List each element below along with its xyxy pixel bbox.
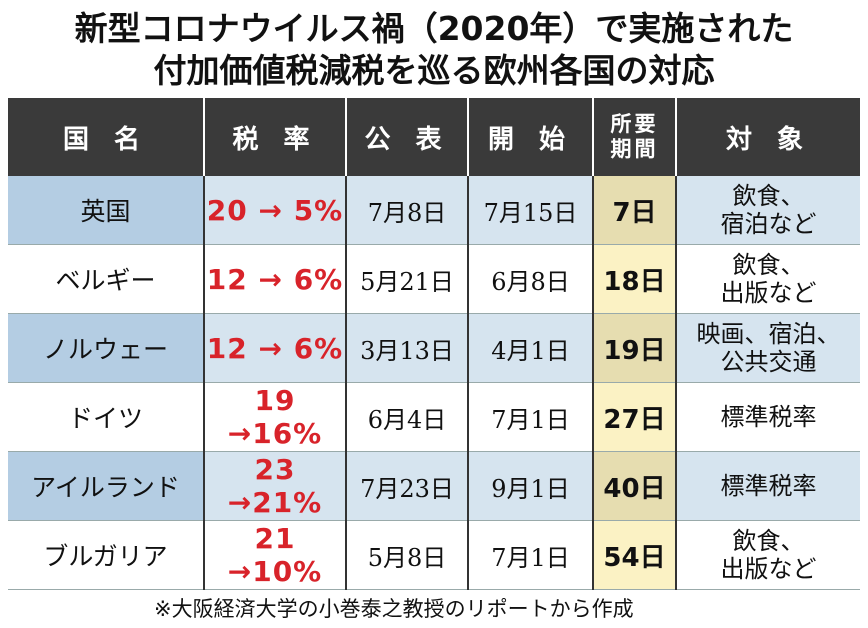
table-row: ノルウェー 12 → 6% 3月13日 4月1日 19日 映画、宿泊、 公共交通: [8, 313, 860, 383]
header-target: 対 象: [676, 98, 860, 176]
header-country: 国 名: [8, 98, 205, 176]
header-period-line-1: 所要: [610, 112, 659, 136]
target-line-1: 標準税率: [720, 403, 817, 431]
days-cell: 19日: [593, 313, 677, 383]
announce-cell: 6月4日: [346, 382, 469, 452]
page-title: 新型コロナウイルス禍（2020年）で実施された 付加価値税減税を巡る欧州各国の対…: [0, 8, 868, 92]
footnote: ※大阪経済大学の小巻泰之教授のリポートから作成: [154, 597, 634, 621]
header-period: 所要 期間: [593, 98, 677, 176]
table-row: ドイツ 19 →16% 6月4日 7月1日 27日 標準税率: [8, 382, 860, 452]
header-announce: 公 表: [346, 98, 469, 176]
target-line-1: 飲食、: [732, 182, 805, 210]
title-line-2: 付加価値税減税を巡る欧州各国の対応: [153, 51, 715, 90]
country-cell: ドイツ: [8, 382, 205, 452]
days-cell: 7日: [593, 176, 677, 245]
header-rate: 税 率: [204, 98, 347, 176]
announce-cell: 7月8日: [346, 176, 469, 245]
announce-cell: 5月21日: [346, 244, 469, 314]
start-cell: 4月1日: [468, 313, 594, 383]
rate-cell: 23 →21%: [204, 451, 347, 521]
header-start: 開 始: [468, 98, 594, 176]
rate-cell: 12 → 6%: [204, 244, 347, 314]
country-cell: アイルランド: [8, 451, 205, 521]
days-cell: 18日: [593, 244, 677, 314]
announce-cell: 3月13日: [346, 313, 469, 383]
target-line-2: 宿泊など: [720, 210, 817, 238]
country-cell: 英国: [8, 176, 205, 245]
target-line-2: 公共交通: [720, 348, 817, 376]
table-row: アイルランド 23 →21% 7月23日 9月1日 40日 標準税率: [8, 451, 860, 521]
target-line-1: 飲食、: [732, 527, 805, 555]
days-cell: 54日: [593, 520, 677, 590]
start-cell: 7月1日: [468, 520, 594, 590]
country-cell: ノルウェー: [8, 313, 205, 383]
announce-cell: 5月8日: [346, 520, 469, 590]
target-cell: 飲食、 出版など: [676, 520, 860, 590]
table-row: 英国 20 → 5% 7月8日 7月15日 7日 飲食、 宿泊など: [8, 176, 860, 245]
header-row: 国 名 税 率 公 表 開 始 所要 期間 対 象: [8, 98, 860, 176]
start-cell: 7月1日: [468, 382, 594, 452]
country-cell: ベルギー: [8, 244, 205, 314]
title-line-1: 新型コロナウイルス禍（2020年）で実施された: [74, 9, 794, 48]
target-cell: 標準税率: [676, 382, 860, 452]
table-row: ベルギー 12 → 6% 5月21日 6月8日 18日 飲食、 出版など: [8, 244, 860, 314]
target-line-2: 出版など: [720, 279, 817, 307]
rate-cell: 21 →10%: [204, 520, 347, 590]
rate-cell: 19 →16%: [204, 382, 347, 452]
start-cell: 7月15日: [468, 176, 594, 245]
rate-cell: 20 → 5%: [204, 176, 347, 245]
target-cell: 飲食、 宿泊など: [676, 176, 860, 245]
start-cell: 9月1日: [468, 451, 594, 521]
start-cell: 6月8日: [468, 244, 594, 314]
country-cell: ブルガリア: [8, 520, 205, 590]
target-cell: 標準税率: [676, 451, 860, 521]
announce-cell: 7月23日: [346, 451, 469, 521]
target-line-1: 映画、宿泊、: [696, 320, 841, 348]
rate-cell: 12 → 6%: [204, 313, 347, 383]
target-line-1: 飲食、: [732, 251, 805, 279]
target-line-2: 出版など: [720, 555, 817, 583]
target-cell: 映画、宿泊、 公共交通: [676, 313, 860, 383]
days-cell: 27日: [593, 382, 677, 452]
target-cell: 飲食、 出版など: [676, 244, 860, 314]
vat-table: 国 名 税 率 公 表 開 始 所要 期間 対 象 英国 20 → 5% 7月8…: [8, 98, 860, 590]
target-line-1: 標準税率: [720, 472, 817, 500]
header-period-line-2: 期間: [610, 137, 659, 161]
days-cell: 40日: [593, 451, 677, 521]
table-row: ブルガリア 21 →10% 5月8日 7月1日 54日 飲食、 出版など: [8, 520, 860, 590]
